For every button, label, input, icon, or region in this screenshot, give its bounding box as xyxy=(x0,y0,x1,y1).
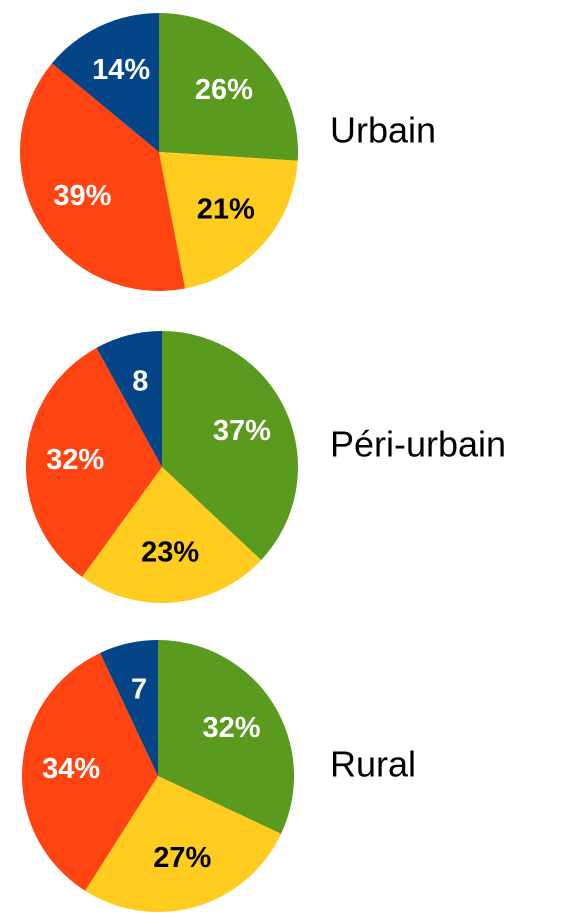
pie-slice xyxy=(19,63,186,291)
slice-label: 37% xyxy=(213,415,271,447)
slice-label: 23% xyxy=(141,536,199,568)
slice-label: 26% xyxy=(195,74,253,106)
slice-label: 32% xyxy=(46,444,104,476)
pie-slice xyxy=(159,152,298,289)
pie-title: Rural xyxy=(330,744,416,785)
slice-label: 14% xyxy=(92,54,150,86)
pie-title: Péri-urbain xyxy=(330,424,506,465)
slice-label: 39% xyxy=(53,180,111,212)
slice-label: 32% xyxy=(202,712,260,744)
pie-slice xyxy=(162,331,299,561)
pie-slice xyxy=(22,652,159,891)
pie-slice xyxy=(85,776,282,913)
pie-slice xyxy=(158,640,294,834)
pie-title: Urbain xyxy=(330,110,436,151)
pie-slice xyxy=(26,347,162,578)
pie-slice xyxy=(82,467,262,603)
slice-label: 7 xyxy=(131,674,147,706)
slice-label: 34% xyxy=(42,753,100,785)
pie-slice xyxy=(159,13,298,161)
slice-label: 21% xyxy=(197,193,255,225)
slice-label: 8 xyxy=(132,365,148,397)
pie-slice xyxy=(51,13,159,152)
pie-slice xyxy=(100,640,158,776)
slice-label: 27% xyxy=(153,842,211,874)
pie-slice xyxy=(96,331,162,467)
